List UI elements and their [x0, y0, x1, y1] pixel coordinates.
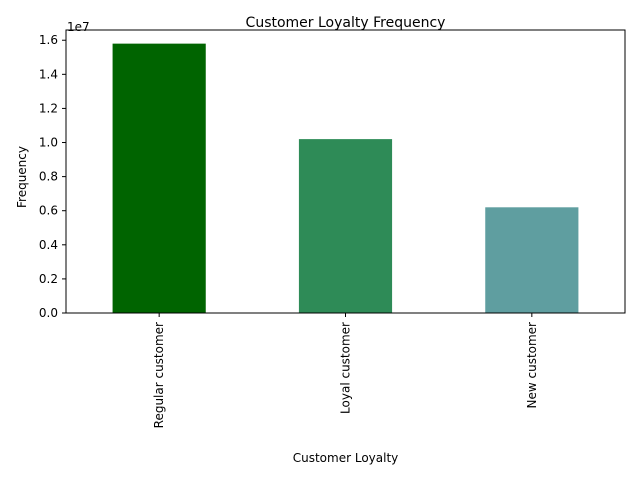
y-tick-label: 0.8: [39, 170, 58, 184]
y-axis-title: Frequency: [15, 146, 29, 208]
bar-new-customer: [485, 207, 579, 313]
bar-regular-customer: [112, 43, 206, 314]
bars-group: [112, 43, 579, 314]
y-tick-label: 0.0: [39, 306, 58, 320]
y-tick-label: 1.6: [39, 33, 58, 47]
x-tick-label: Loyal customer: [339, 322, 353, 414]
y-tick-label: 0.4: [39, 238, 58, 252]
x-tick-label: New customer: [525, 322, 539, 409]
y-tick-label: 0.6: [39, 204, 58, 218]
bar-loyal-customer: [298, 139, 393, 313]
y-axis-offset-label: 1e7: [67, 20, 90, 34]
y-tick-label: 1.2: [39, 101, 58, 115]
x-axis-ticks: Regular customer Loyal customer New custom…: [152, 313, 539, 428]
y-tick-label: 0.2: [39, 272, 58, 286]
plot-frame: [65, 29, 626, 314]
x-axis-title: Customer Loyalty: [293, 451, 399, 465]
x-tick-label: Regular customer: [152, 322, 166, 428]
y-tick-label: 1.0: [39, 136, 58, 150]
y-tick-label: 1.4: [39, 67, 58, 81]
chart-title: Customer Loyalty Frequency: [246, 15, 446, 31]
y-axis-ticks: 0.0 0.2 0.4 0.6 0.8 1.0 1.2 1.4 1.6: [39, 33, 66, 320]
